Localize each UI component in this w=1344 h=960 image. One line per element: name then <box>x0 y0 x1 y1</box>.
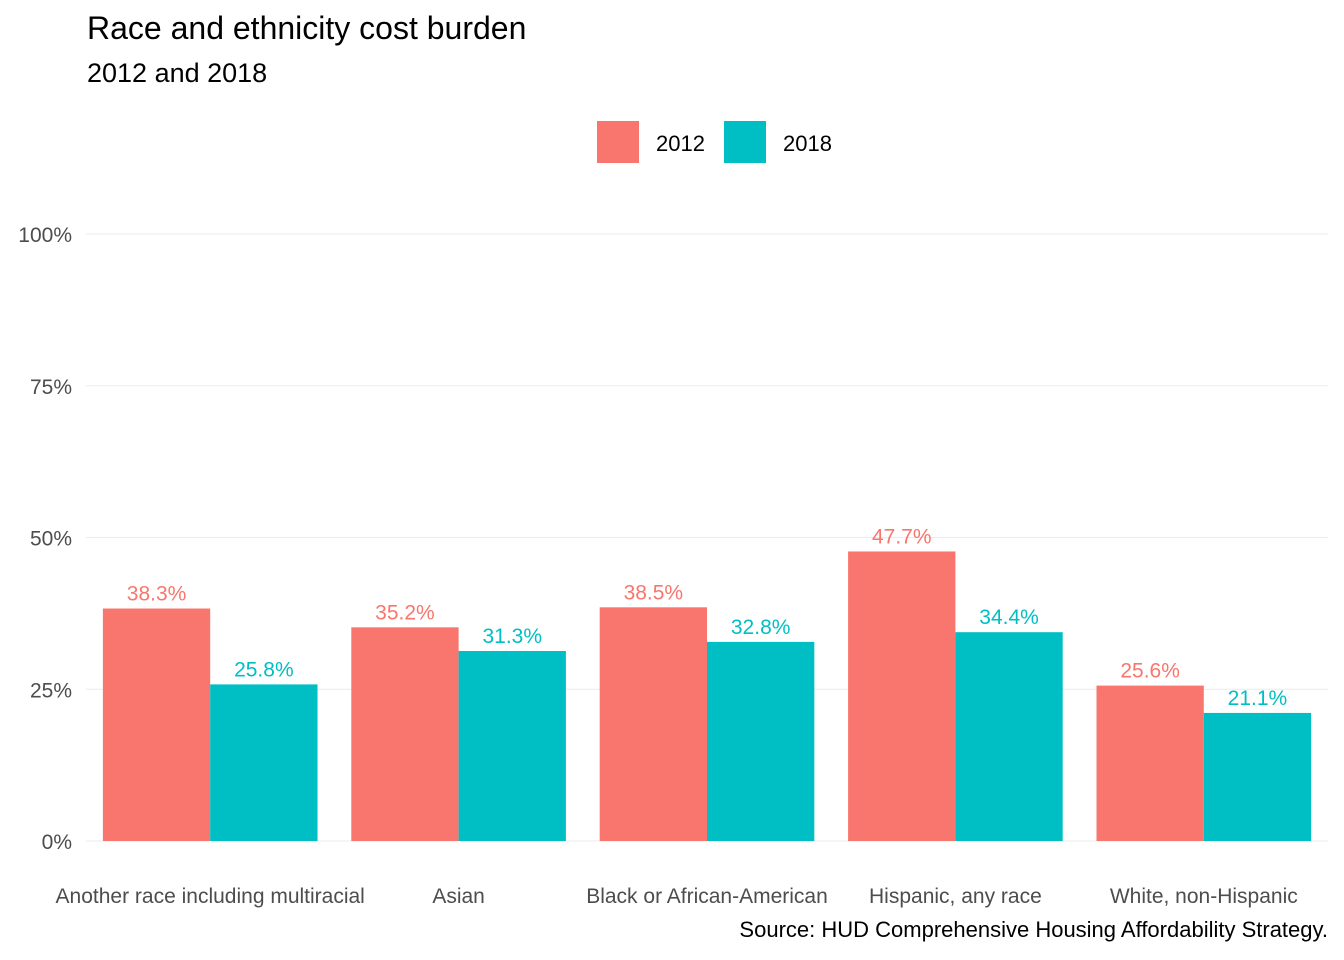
data-label-2012: 35.2% <box>375 601 435 624</box>
chart-subtitle: 2012 and 2018 <box>87 58 268 88</box>
chart-title: Race and ethnicity cost burden <box>87 10 527 46</box>
bar-2018 <box>210 684 318 841</box>
legend-swatch-2012 <box>597 121 639 163</box>
data-label-2018: 31.3% <box>482 625 542 648</box>
source-caption: Source: HUD Comprehensive Housing Afford… <box>739 917 1328 942</box>
data-label-2018: 25.8% <box>234 658 294 681</box>
x-tick-label: Another race including multiracial <box>56 885 365 908</box>
bar-2012 <box>102 608 211 841</box>
x-tick-label: Black or African-American <box>586 885 828 908</box>
bar-2012 <box>1096 685 1204 841</box>
y-tick-label: 100% <box>18 224 72 247</box>
x-tick-label: White, non-Hispanic <box>1110 885 1298 908</box>
x-tick-label: Hispanic, any race <box>869 885 1042 908</box>
data-label-2018: 34.4% <box>979 606 1039 629</box>
bar-2018 <box>458 651 566 841</box>
data-label-2018: 21.1% <box>1228 687 1288 710</box>
legend-label-2018: 2018 <box>783 131 832 156</box>
y-tick-label: 0% <box>42 831 72 854</box>
y-tick-label: 25% <box>30 679 72 702</box>
legend-swatch-2018 <box>724 121 766 163</box>
data-label-2012: 38.3% <box>127 583 187 606</box>
bar-2018 <box>707 641 815 841</box>
legend-label-2012: 2012 <box>656 131 705 156</box>
data-label-2012: 47.7% <box>872 525 932 548</box>
x-tick-label: Asian <box>432 885 485 908</box>
y-tick-label: 50% <box>30 528 72 551</box>
data-label-2012: 25.6% <box>1120 660 1180 683</box>
bar-2012 <box>599 607 707 841</box>
data-label-2012: 38.5% <box>624 581 684 604</box>
bar-2018 <box>955 632 1063 841</box>
bar-2012 <box>351 627 459 841</box>
bar-2012 <box>848 551 956 841</box>
y-tick-label: 75% <box>30 376 72 399</box>
bar-2018 <box>1203 712 1312 841</box>
data-label-2018: 32.8% <box>731 616 791 639</box>
